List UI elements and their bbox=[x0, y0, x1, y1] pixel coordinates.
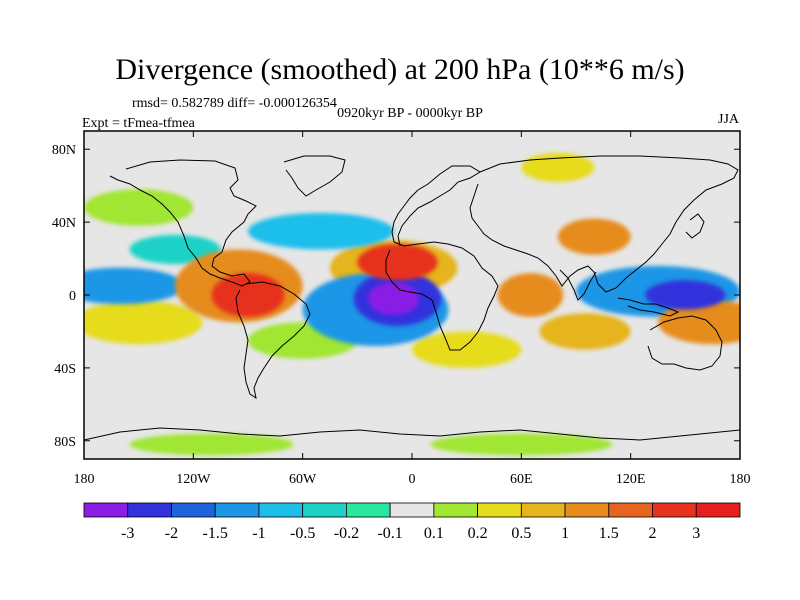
field-region-16 bbox=[84, 189, 194, 226]
colorbar-box-5 bbox=[302, 502, 347, 518]
colorbar-box-12 bbox=[608, 502, 653, 518]
colorbar-box-3 bbox=[214, 502, 260, 518]
lon-tick-label: 0 bbox=[409, 472, 416, 487]
lat-tick-label: 80N bbox=[52, 143, 76, 158]
colorbar-label: -0.1 bbox=[377, 525, 402, 542]
colorbar-label: 0.1 bbox=[424, 525, 444, 542]
colorbar-box-4 bbox=[258, 502, 304, 518]
colorbar-box-0 bbox=[83, 502, 129, 518]
field-region-13 bbox=[84, 300, 203, 345]
colorbar-label: 1.5 bbox=[599, 525, 619, 542]
lat-tick-label: 40S bbox=[54, 362, 76, 377]
colorbar-box-11 bbox=[564, 502, 610, 518]
colorbar-label: -1.5 bbox=[203, 525, 228, 542]
colorbar-box-13 bbox=[652, 502, 697, 518]
lon-tick-label: 120W bbox=[176, 472, 211, 487]
colorbar-box-1 bbox=[127, 502, 172, 518]
coast-japan bbox=[685, 213, 705, 239]
colorbar-box-9 bbox=[477, 502, 522, 518]
season-label: JJA bbox=[718, 112, 740, 127]
field-region-12 bbox=[497, 273, 564, 317]
field-region-22 bbox=[129, 234, 221, 265]
coast-indonesia bbox=[617, 297, 680, 317]
colorbar-box-6 bbox=[345, 502, 391, 518]
lat-tick-label: 80S bbox=[54, 435, 76, 450]
colorbar-label: -1 bbox=[252, 525, 265, 542]
colorbar-box-2 bbox=[171, 502, 216, 518]
coast-south-america bbox=[235, 281, 311, 400]
field-region-14 bbox=[248, 213, 394, 250]
coast-australia bbox=[647, 315, 723, 371]
field-region-21 bbox=[521, 152, 595, 183]
lon-tick-label: 180 bbox=[74, 472, 95, 487]
colorbar-label: 0.5 bbox=[511, 525, 531, 542]
lon-tick-label: 180 bbox=[730, 472, 751, 487]
coast-india bbox=[559, 269, 597, 301]
latitude-axis: 80N 40N 0 40S 80S bbox=[52, 143, 740, 450]
colorbar-box-8 bbox=[433, 502, 479, 518]
colorbar-label: -3 bbox=[121, 525, 134, 542]
colorbar-box-14 bbox=[695, 502, 741, 518]
lat-tick-label: 40N bbox=[52, 216, 76, 231]
colorbar-label: -0.2 bbox=[334, 525, 359, 542]
colorbar-label: 0.2 bbox=[468, 525, 488, 542]
field-region-3 bbox=[645, 280, 726, 310]
divergence-field bbox=[84, 152, 740, 456]
stats-line: rmsd= 0.582789 diff= -0.000126354 bbox=[132, 96, 337, 111]
coast-north-america bbox=[109, 159, 257, 287]
colorbar-label: 2 bbox=[649, 525, 657, 542]
coast-antarctica bbox=[84, 427, 740, 441]
field-region-15 bbox=[557, 218, 631, 255]
coast-asia bbox=[469, 155, 739, 293]
experiment-label: Expt = tFmea-tfmea bbox=[82, 116, 195, 131]
lon-tick-label: 120E bbox=[616, 472, 646, 487]
colorbar-label: 1 bbox=[561, 525, 569, 542]
field-region-20 bbox=[430, 433, 613, 456]
colorbar: -3 -2 -1.5 -1 -0.5 -0.2 -0.1 0.1 0.2 0.5 1 1.5 2 3 bbox=[83, 502, 741, 542]
longitude-axis: 180 120W 60W 0 60E 120E 180 bbox=[74, 131, 751, 487]
lon-tick-label: 60W bbox=[289, 472, 317, 487]
field-region-5 bbox=[84, 267, 185, 305]
colorbar-label: 3 bbox=[692, 525, 700, 542]
field-region-8 bbox=[357, 243, 438, 281]
coastlines bbox=[84, 155, 740, 441]
colorbar-box-10 bbox=[520, 502, 566, 518]
field-region-18 bbox=[412, 331, 522, 368]
coast-europe bbox=[391, 165, 481, 247]
field-region-10 bbox=[658, 300, 740, 345]
coast-africa bbox=[385, 241, 499, 351]
lat-tick-label: 0 bbox=[69, 289, 76, 304]
colorbar-label: -2 bbox=[165, 525, 178, 542]
field-region-11 bbox=[539, 313, 631, 350]
colorbar-box-7 bbox=[389, 502, 435, 518]
plot-title: Divergence (smoothed) at 200 hPa (10**6 … bbox=[115, 53, 685, 86]
field-region-6 bbox=[211, 273, 285, 317]
field-region-19 bbox=[129, 433, 294, 456]
colorbar-label: -0.5 bbox=[290, 525, 315, 542]
coast-greenland bbox=[283, 155, 346, 197]
field-region-0 bbox=[368, 282, 420, 316]
period-label: 0920kyr BP - 0000kyr BP bbox=[337, 106, 483, 121]
lon-tick-label: 60E bbox=[510, 472, 533, 487]
